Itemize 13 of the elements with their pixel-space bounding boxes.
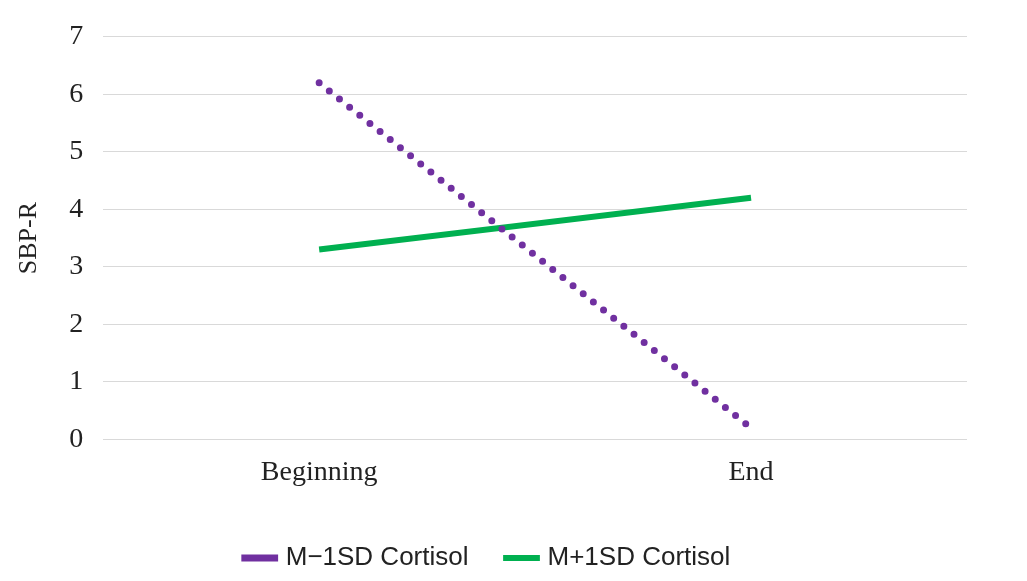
y-tick-label: 0 [69, 421, 84, 453]
y-tick-label: 7 [69, 19, 84, 51]
y-tick-label: 4 [69, 191, 84, 223]
legend-label: M+1SD Cortisol [547, 541, 731, 572]
legend-label: M−1SD Cortisol [285, 541, 469, 572]
x-tick-label: Beginning [260, 454, 378, 486]
x-tick-label: End [728, 454, 774, 486]
y-tick-label: 5 [69, 134, 84, 166]
y-tick-label: 1 [69, 364, 84, 396]
y-tick-label: 2 [69, 306, 84, 338]
y-axis-title: SBP-R [13, 201, 43, 275]
y-tick-label: 6 [69, 76, 84, 108]
y-tick-label: 3 [69, 249, 84, 281]
